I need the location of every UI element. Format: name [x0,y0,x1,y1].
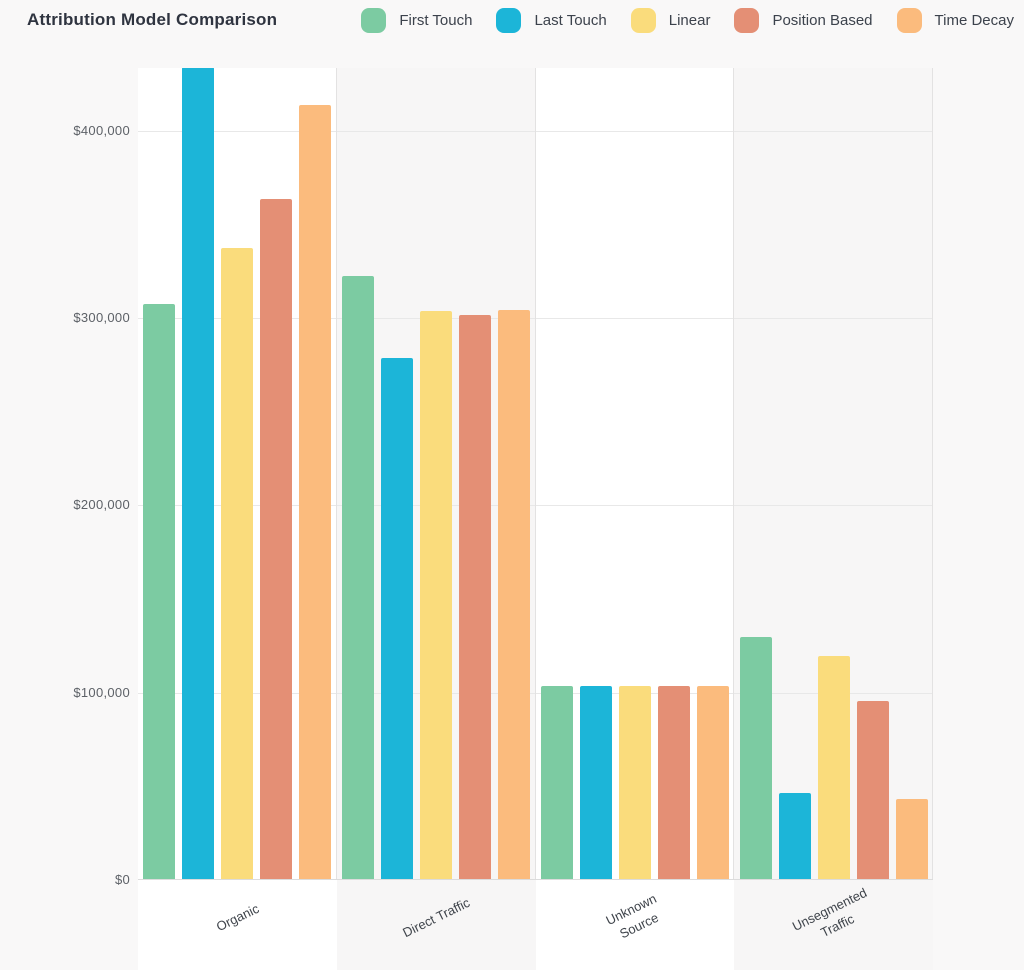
x-axis-label-direct-traffic: Direct Traffic [337,882,536,954]
legend-label: Time Decay [934,12,1014,29]
x-axis-label-organic: Organic [138,882,337,954]
bar-unknown-source-first-touch[interactable] [540,686,573,879]
bar-organic-last-touch[interactable] [182,68,215,879]
y-tick-label-100000: $100,000 [73,684,130,700]
legend-item-position-based[interactable]: Position Based [734,8,873,33]
legend-label: First Touch [399,12,473,29]
legend-swatch-first-touch [361,8,387,33]
plot-area [138,68,933,880]
legend-label: Last Touch [534,12,607,29]
legend-swatch-linear [630,8,656,33]
x-axis-label-text: Unsegmented Traffic [789,885,870,941]
bar-direct-traffic-position-based[interactable] [459,315,492,879]
vertical-gridline-2 [534,68,536,879]
gridline-200000 [138,505,933,507]
gridline-400000 [138,130,933,132]
legend-swatch-position-based [734,8,760,33]
legend-item-last-touch[interactable]: Last Touch [496,8,607,33]
chart-title: Attribution Model Comparison [27,10,278,29]
x-axis-label-text: Unknown Source [603,891,661,942]
bar-unsegmented-traffic-last-touch[interactable] [778,792,811,879]
x-axis-label-text: Organic [213,901,262,935]
bar-unsegmented-traffic-position-based[interactable] [856,701,889,879]
x-axis: Organic Direct Traffic Unknown Source Unseg… [138,882,933,962]
legend: First Touch Last Touch Linear Position Base… [361,8,1014,33]
legend-label: Linear [668,12,711,29]
y-tick-label-300000: $300,000 [73,310,130,326]
bar-group-direct-traffic [337,68,536,879]
bar-organic-position-based[interactable] [260,199,293,879]
bar-direct-traffic-first-touch[interactable] [342,275,375,879]
bar-unknown-source-last-touch[interactable] [579,686,612,879]
bar-group-unknown-source [536,68,735,879]
y-axis: $0 $100,000 $200,000 $300,000 $400,000 [0,68,130,887]
legend-item-time-decay[interactable]: Time Decay [896,8,1014,33]
bar-unsegmented-traffic-first-touch[interactable] [739,637,772,879]
vertical-gridline-4 [932,68,933,879]
bar-unsegmented-traffic-time-decay[interactable] [895,798,928,879]
bar-unknown-source-position-based[interactable] [657,686,690,879]
y-tick-label-200000: $200,000 [73,497,130,513]
bar-group-unsegmented-traffic [734,68,933,879]
bar-organic-first-touch[interactable] [143,304,176,879]
legend-swatch-time-decay [896,8,922,33]
x-axis-label-unknown-source: Unknown Source [536,882,735,954]
x-axis-label-text: Direct Traffic [400,895,472,941]
bar-direct-traffic-linear[interactable] [420,311,453,879]
vertical-gridline-3 [733,68,735,879]
bar-unknown-source-time-decay[interactable] [696,686,729,879]
gridline-100000 [138,692,933,694]
bar-organic-time-decay[interactable] [299,105,332,879]
bar-unsegmented-traffic-linear[interactable] [817,656,850,879]
bar-group-organic [138,68,337,879]
legend-swatch-last-touch [496,8,522,33]
bar-direct-traffic-last-touch[interactable] [381,358,414,879]
y-tick-label-0: $0 [114,872,130,887]
y-tick-label-400000: $400,000 [73,122,130,138]
vertical-gridline-1 [335,68,337,879]
bar-organic-linear[interactable] [221,247,254,879]
legend-item-linear[interactable]: Linear [630,8,711,33]
legend-item-first-touch[interactable]: First Touch [361,8,472,33]
x-axis-label-unsegmented-traffic: Unsegmented Traffic [734,882,933,954]
gridline-300000 [138,318,933,320]
legend-label: Position Based [772,12,873,29]
bar-direct-traffic-time-decay[interactable] [498,309,531,879]
bar-unknown-source-linear[interactable] [618,686,651,879]
